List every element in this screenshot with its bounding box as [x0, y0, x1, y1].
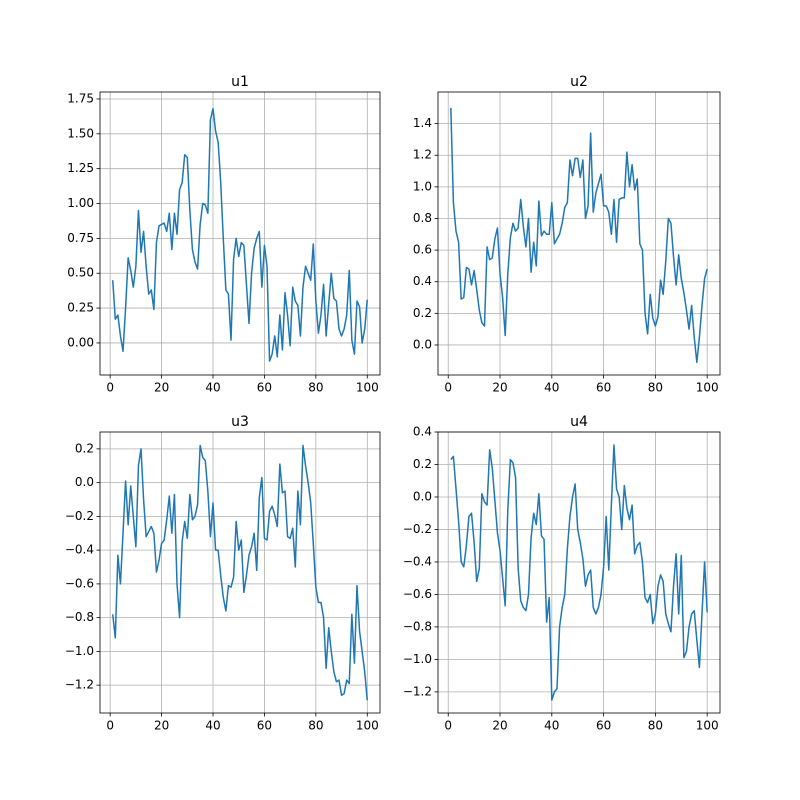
- data-line: [111, 107, 369, 362]
- y-tick-label: 0.8: [413, 211, 432, 225]
- y-tick-label: 0.0: [413, 337, 432, 351]
- subplot-title: u2: [570, 74, 588, 90]
- data-line: [450, 107, 708, 364]
- y-tick-label: −0.8: [403, 619, 432, 633]
- y-tick-label: 1.2: [413, 148, 432, 162]
- y-tick-label: −1.0: [65, 644, 94, 658]
- x-tick-label: 20: [492, 381, 507, 395]
- x-tick-label: 80: [308, 719, 323, 733]
- x-tick-label: 20: [492, 719, 507, 733]
- x-tick-label: 80: [648, 381, 663, 395]
- x-tick-label: 60: [596, 719, 611, 733]
- subplot-title: u3: [231, 414, 249, 430]
- x-tick-label: 40: [544, 719, 559, 733]
- x-tick-label: 80: [648, 719, 663, 733]
- y-tick-label: −1.2: [403, 684, 432, 698]
- y-tick-label: 0.2: [75, 441, 94, 455]
- x-tick-label: 100: [696, 381, 719, 395]
- x-tick-label: 40: [544, 381, 559, 395]
- y-tick-label: −1.2: [65, 678, 94, 692]
- y-tick-label: 0.2: [413, 457, 432, 471]
- x-tick-label: 0: [106, 381, 114, 395]
- subplot-title: u1: [231, 74, 249, 90]
- y-tick-label: 0.4: [413, 274, 432, 288]
- y-tick-label: 0.75: [67, 231, 94, 245]
- y-tick-label: 0.0: [75, 475, 94, 489]
- x-tick-label: 20: [154, 381, 169, 395]
- x-tick-label: 60: [257, 381, 272, 395]
- x-tick-label: 60: [257, 719, 272, 733]
- y-tick-label: −0.4: [403, 554, 432, 568]
- x-tick-label: 0: [444, 719, 452, 733]
- axes-frame: [99, 91, 381, 376]
- y-tick-label: 0.6: [413, 243, 432, 257]
- x-tick-label: 0: [444, 381, 452, 395]
- x-tick-label: 20: [154, 719, 169, 733]
- axes-frame: [437, 431, 721, 714]
- y-tick-label: −0.6: [403, 587, 432, 601]
- y-tick-label: 1.00: [67, 196, 94, 210]
- y-tick-label: 1.50: [67, 126, 94, 140]
- x-tick-label: 100: [696, 719, 719, 733]
- y-tick-label: 1.4: [413, 116, 432, 130]
- y-tick-label: −0.8: [65, 610, 94, 624]
- x-tick-label: 100: [356, 719, 379, 733]
- axes-frame: [437, 91, 721, 376]
- y-tick-label: 0.00: [67, 335, 94, 349]
- x-tick-label: 0: [106, 719, 114, 733]
- y-tick-label: 1.75: [67, 91, 94, 105]
- y-tick-label: −0.2: [403, 522, 432, 536]
- y-tick-label: 0.2: [413, 306, 432, 320]
- x-tick-label: 60: [596, 381, 611, 395]
- y-tick-label: −0.2: [65, 509, 94, 523]
- y-tick-label: 0.50: [67, 266, 94, 280]
- y-tick-label: −0.4: [65, 543, 94, 557]
- x-tick-label: 40: [205, 381, 220, 395]
- x-tick-label: 80: [308, 381, 323, 395]
- y-tick-label: 1.0: [413, 179, 432, 193]
- y-tick-label: −1.0: [403, 652, 432, 666]
- y-tick-label: 0.25: [67, 301, 94, 315]
- y-tick-label: −0.6: [65, 576, 94, 590]
- y-tick-label: 0.0: [413, 489, 432, 503]
- subplot-title: u4: [570, 414, 588, 430]
- data-line: [450, 444, 708, 701]
- y-tick-label: 0.4: [413, 425, 432, 439]
- y-tick-label: 1.25: [67, 161, 94, 175]
- data-line: [111, 444, 369, 701]
- axes-frame: [99, 431, 381, 714]
- x-tick-label: 100: [356, 381, 379, 395]
- x-tick-label: 40: [205, 719, 220, 733]
